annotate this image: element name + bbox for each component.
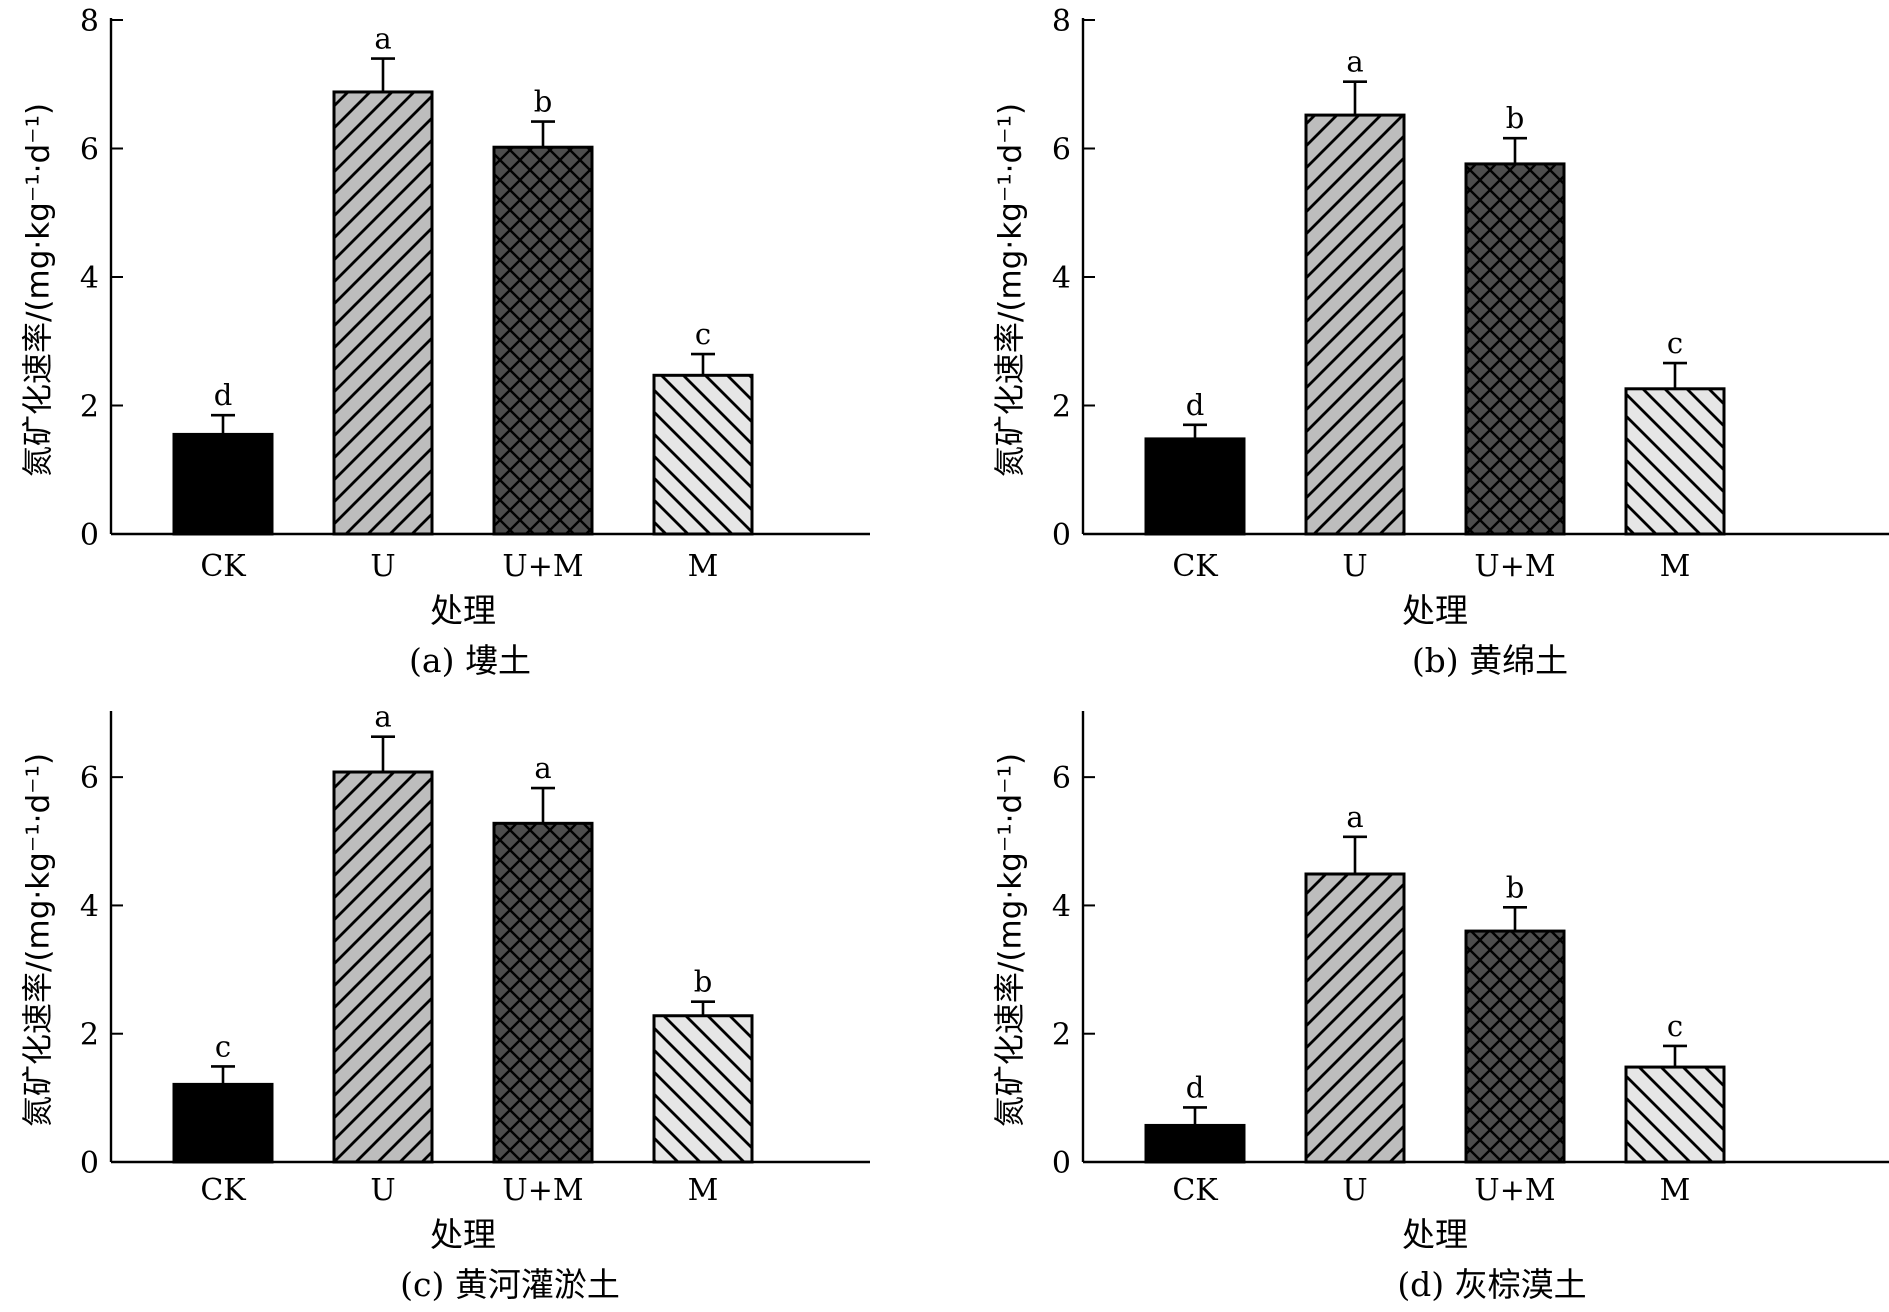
x-tick-label: M [688,549,719,584]
x-tick-label: U+M [1474,1173,1555,1208]
y-axis-title: 氮矿化速率/(mg·kg⁻¹·d⁻¹) [21,103,57,477]
y-tick-label: 2 [1052,1018,1071,1053]
bar-u-plus-m [492,821,594,1164]
significance-label: d [214,378,233,412]
y-tick-label: 6 [80,761,99,796]
y-tick-label: 4 [80,889,99,924]
error-bar [371,57,395,92]
panel-b: 0 2 4 6 8 d CK a Ub U+M c M 处理 氮矿化速率/(mg·kg⁻¹·d⁻¹) (b)… [993,4,1889,680]
bar-ck [1144,1123,1246,1164]
significance-label: c [695,317,711,351]
x-tick-label: M [1660,549,1691,584]
y-axis-title: 氮矿化速率/(mg·kg⁻¹·d⁻¹) [21,753,57,1127]
x-tick-label: CK [1172,549,1218,584]
y-tick-label: 0 [1052,1146,1071,1181]
bar-ck [172,1082,274,1164]
y-tick-label: 2 [80,1018,99,1053]
bar-u-plus-m [492,145,594,536]
bar-m [1624,1065,1726,1164]
significance-label: c [1667,1009,1683,1043]
error-bar [1343,80,1367,116]
panel-c: 0 2 4 6 c CK a Ua U+M b M 处理 氮矿化速率/(mg·kg⁻¹·d⁻¹) (c) … [21,700,870,1304]
bar-m [1624,387,1726,536]
error-bar [531,120,555,148]
x-tick-label: U+M [1474,549,1555,584]
x-tick-label: M [688,1173,719,1208]
y-axis-title: 氮矿化速率/(mg·kg⁻¹·d⁻¹) [993,103,1029,477]
panel-d: 0 2 4 6 d CK a Ub U+M c M 处理 氮矿化速率/(mg·kg⁻¹·d⁻¹) (d) … [993,711,1889,1304]
error-bar [1663,1044,1687,1068]
significance-label: a [374,22,391,56]
y-tick-label: 6 [80,133,99,168]
significance-label: b [694,965,713,999]
y-tick-label: 4 [80,261,99,296]
x-tick-label: CK [200,1173,246,1208]
x-tick-label: U [1342,549,1367,584]
x-axis-title: 处理 [430,1215,496,1254]
x-tick-label: M [1660,1173,1691,1208]
significance-label: c [215,1029,231,1063]
y-tick-label: 8 [1052,4,1071,39]
bar-m [652,1014,754,1164]
y-tick-label: 6 [1052,761,1071,796]
significance-label: d [1186,388,1205,422]
error-bar [1183,1106,1207,1126]
panel-a: 0 2 4 6 8 d CK a Ub U+M c M 处理 氮矿化速率/(mg·kg⁻¹·d⁻¹) (a)… [21,4,870,680]
error-bar [1343,835,1367,874]
significance-label: a [374,700,391,734]
x-tick-label: U [370,1173,395,1208]
panel-caption: (d) 灰棕漠土 [1397,1265,1586,1304]
significance-label: a [1346,800,1363,834]
x-axis-title: 处理 [1402,1215,1468,1254]
significance-label: b [1506,870,1525,904]
y-axis-title: 氮矿化速率/(mg·kg⁻¹·d⁻¹) [993,753,1029,1127]
error-bar [1183,423,1207,439]
bar-m [652,373,754,536]
y-tick-label: 4 [1052,261,1071,296]
bar-u [332,770,434,1164]
significance-label: d [1186,1070,1205,1104]
error-bar [1503,906,1527,932]
y-tick-label: 4 [1052,889,1071,924]
x-tick-label: CK [1172,1173,1218,1208]
bar-ck [1144,437,1246,536]
significance-label: b [1506,101,1525,135]
x-axis-title: 处理 [1402,591,1468,630]
x-tick-label: U+M [502,549,583,584]
error-bar [691,1000,715,1016]
significance-label: a [534,751,551,785]
bar-u [1304,872,1406,1164]
error-bar [211,413,235,435]
bar-u [332,90,434,536]
significance-label: c [1667,326,1683,360]
x-tick-label: U [1342,1173,1367,1208]
y-tick-label: 6 [1052,133,1071,168]
error-bar [1663,361,1687,389]
panel-caption: (c) 黄河灌淤土 [400,1265,620,1304]
y-tick-label: 0 [1052,518,1071,553]
error-bar [531,786,555,824]
error-bar [371,735,395,773]
bar-u-plus-m [1464,162,1566,536]
bar-ck [172,432,274,536]
y-tick-label: 0 [80,518,99,553]
y-tick-label: 2 [1052,390,1071,425]
x-axis-title: 处理 [430,591,496,630]
y-tick-label: 0 [80,1146,99,1181]
x-tick-label: CK [200,549,246,584]
error-bar [691,352,715,376]
significance-label: b [534,85,553,119]
x-tick-label: U+M [502,1173,583,1208]
bar-u-plus-m [1464,929,1566,1164]
y-tick-label: 2 [80,390,99,425]
error-bar [211,1065,235,1085]
y-tick-label: 8 [80,4,99,39]
panel-caption: (a) 塿土 [409,641,531,680]
bar-u [1304,113,1406,536]
significance-label: a [1346,45,1363,79]
panel-caption: (b) 黄绵土 [1412,641,1568,680]
x-tick-label: U [370,549,395,584]
error-bar [1503,136,1527,164]
